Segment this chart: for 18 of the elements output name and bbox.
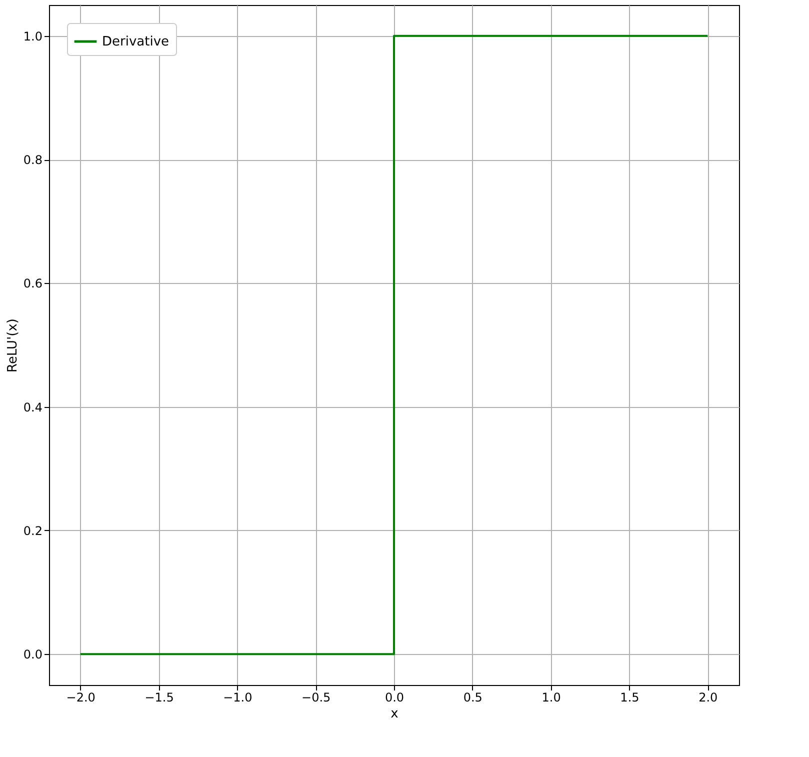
y-tick-label: 0.6	[23, 276, 42, 291]
legend-label: Derivative	[102, 34, 170, 50]
x-tick-label: 0.5	[463, 690, 482, 704]
y-axis-title: ReLU'(x)	[5, 318, 20, 372]
y-tick-label: 1.0	[23, 29, 42, 44]
x-tick-label: 1.0	[542, 690, 561, 704]
y-tick-label: 0.8	[23, 153, 42, 168]
x-tick-label: 2.0	[698, 690, 718, 704]
x-tick-label: 0.0	[384, 690, 404, 704]
y-tick-label: 0.2	[23, 524, 42, 538]
x-tick-label: −2.0	[66, 690, 96, 704]
x-tick-label: −1.0	[223, 690, 252, 704]
x-axis-title: x	[390, 706, 399, 722]
x-tick-label: 1.5	[620, 690, 640, 704]
x-tick-label: −0.5	[302, 690, 331, 704]
x-tick-label: −1.5	[144, 690, 174, 704]
y-tick-label: 0.0	[23, 648, 42, 662]
y-tick-label: 0.4	[23, 400, 42, 414]
